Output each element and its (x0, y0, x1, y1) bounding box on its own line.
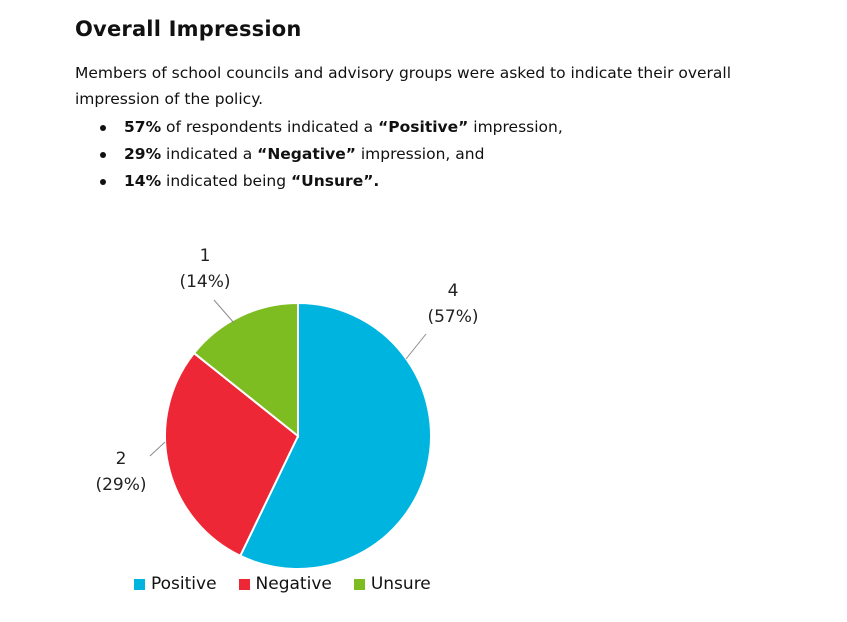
pie-slice-unsure (192, 301, 299, 439)
legend-label-negative: Negative (255, 574, 332, 594)
legend-item-unsure: Unsure (353, 574, 431, 594)
leader-line-unsure (213, 299, 235, 324)
data-label-percent-negative: (29%) (95, 475, 146, 495)
leader-line-positive (405, 333, 427, 360)
legend-label-positive: Positive (151, 574, 217, 594)
chart-legend: Positive Negative Unsure (134, 572, 431, 596)
section-heading: Overall Impression (75, 17, 302, 41)
legend-swatch-negative (238, 578, 250, 590)
data-label-percent-unsure: (14%) (179, 272, 230, 292)
bullet-negative: 29% indicated a “Negative” impression, a… (75, 141, 563, 168)
data-label-count-negative: 2 (116, 449, 127, 469)
data-label-count-unsure: 1 (200, 246, 211, 266)
result-bullet-list: 57% of respondents indicated a “Positive… (75, 114, 563, 195)
pie-slice-negative (164, 351, 300, 558)
bullet-unsure: 14% indicated being “Unsure”. (75, 168, 563, 195)
legend-item-negative: Negative (238, 574, 332, 594)
leader-line-negative (149, 441, 166, 457)
data-label-count-positive: 4 (448, 281, 459, 301)
legend-item-positive: Positive (134, 574, 217, 594)
legend-swatch-positive (134, 578, 145, 590)
pie-slice-positive (238, 301, 432, 570)
intro-paragraph: Members of school councils and advisory … (75, 64, 732, 108)
legend-label-unsure: Unsure (370, 574, 431, 594)
bullet-positive: 57% of respondents indicated a “Positive… (75, 114, 563, 141)
data-label-percent-positive: (57%) (427, 307, 478, 327)
legend-swatch-unsure (353, 578, 365, 590)
